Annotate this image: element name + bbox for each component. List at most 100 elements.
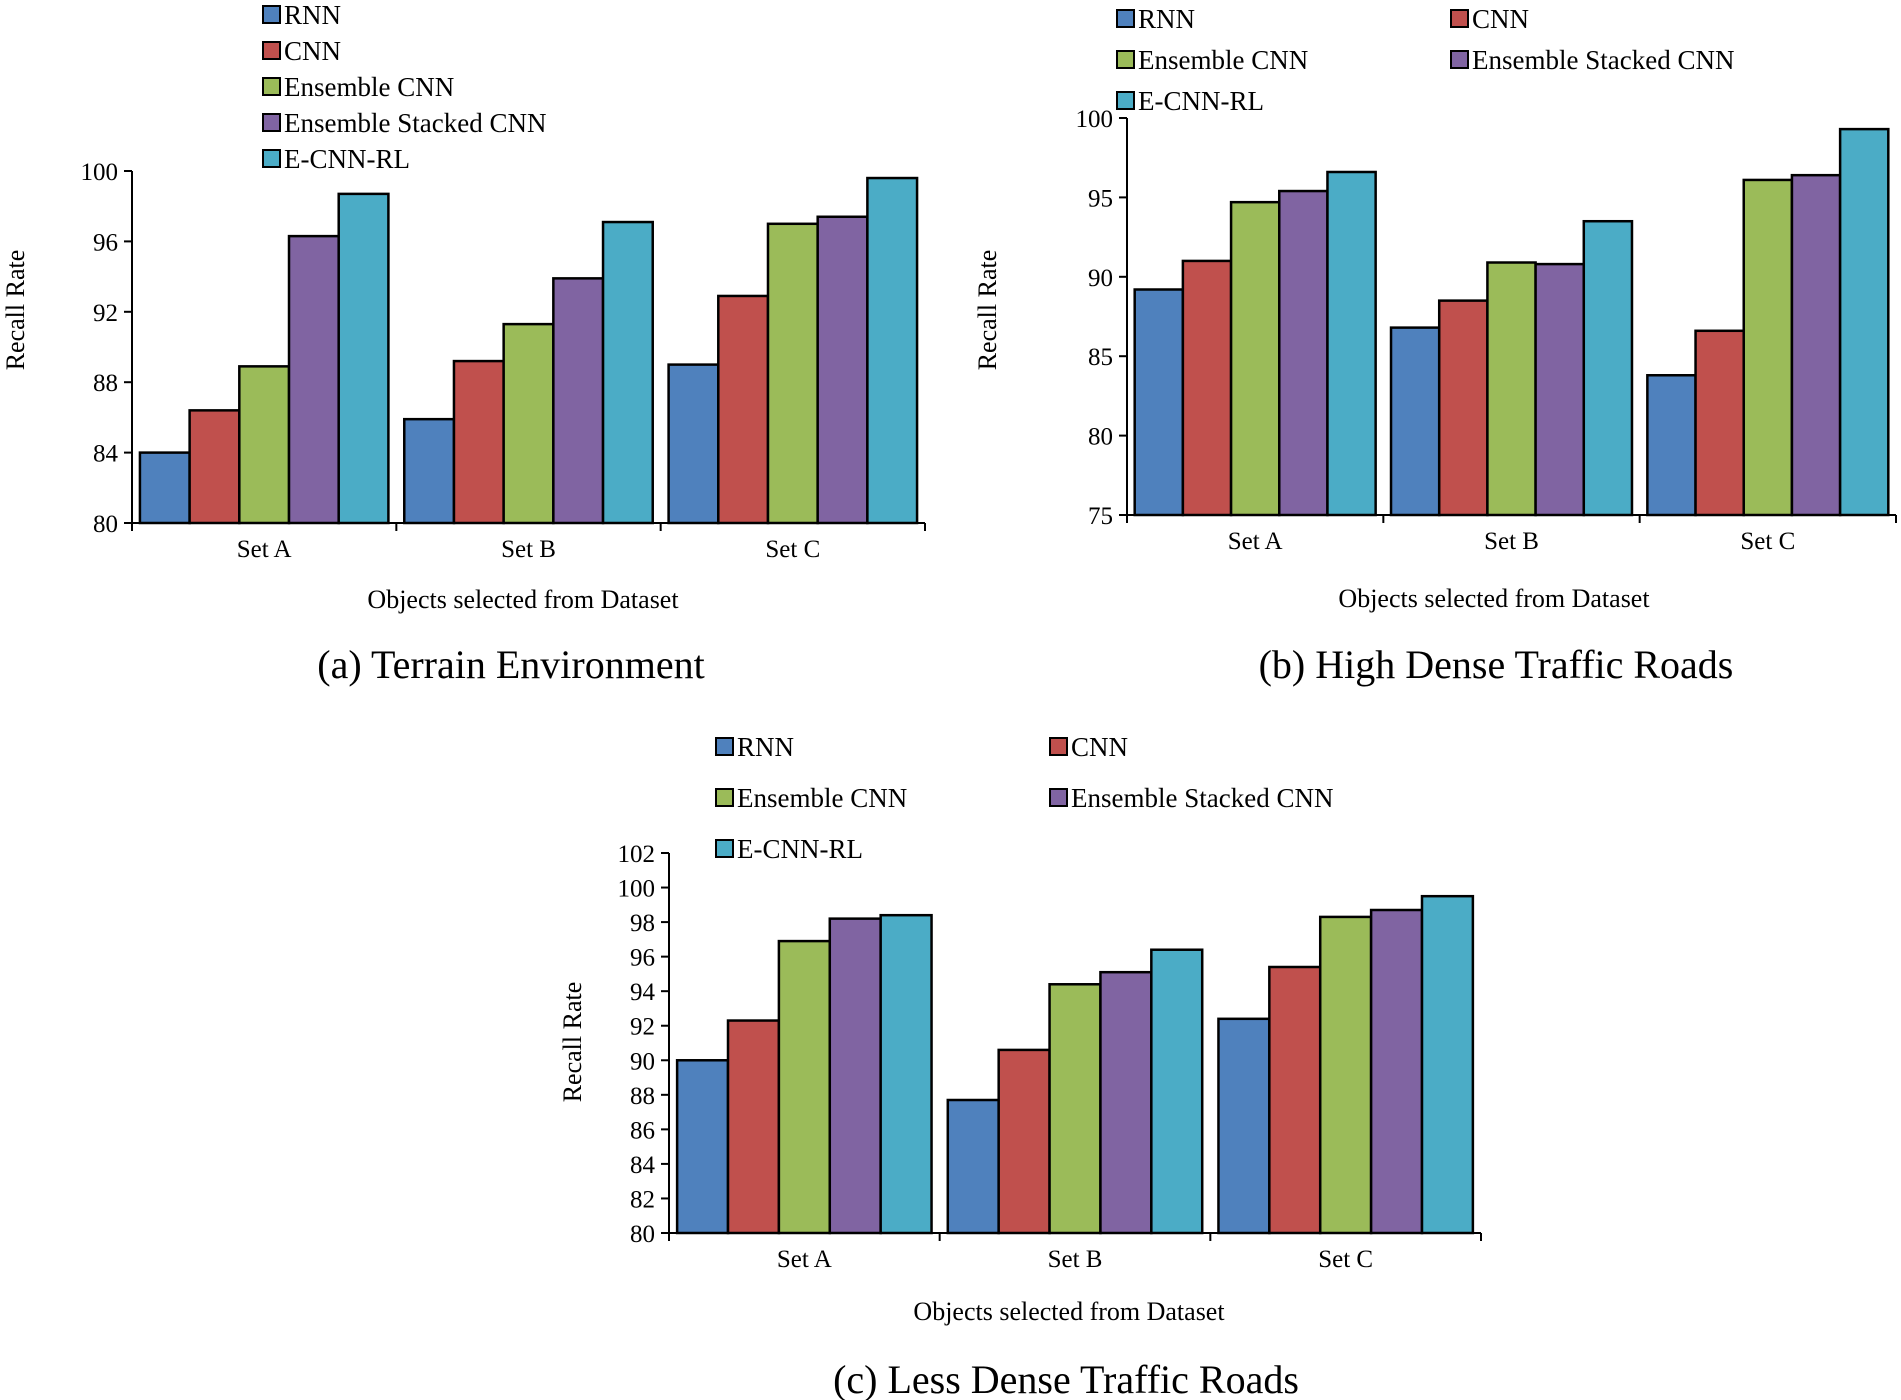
y-tick-label: 90	[1088, 265, 1113, 292]
y-axis-label: Recall Rate	[1, 250, 30, 371]
y-tick-label: 84	[93, 441, 119, 468]
bar-e-cnn-rl-set-c	[1420, 894, 1475, 1235]
y-tick-label: 90	[630, 1048, 655, 1075]
legend-label-cnn: CNN	[1472, 4, 1529, 34]
legend-label-ensemble-cnn: Ensemble CNN	[737, 783, 907, 813]
chart-high-dense-traffic-roads: RNN CNN Ensemble CNN Ensemble Stacked CNN E-…	[973, 4, 1897, 687]
bar-e-cnn-rl-set-b	[1150, 948, 1204, 1235]
bar-rnn-set-b	[946, 1098, 1000, 1235]
bar-cnn-set-a	[726, 1019, 781, 1235]
plot-area: 80 84 88 92 96 100 Set A Set B Set C	[81, 159, 926, 563]
chart-caption: (b) High Dense Traffic Roads	[1259, 642, 1734, 687]
bar-rnn-set-a	[1133, 288, 1185, 517]
y-tick-label: 100	[81, 159, 119, 186]
bar-rnn-set-c	[667, 363, 720, 525]
legend-label-ensemble-cnn: Ensemble CNN	[284, 72, 454, 102]
x-axis-label: Objects selected from Dataset	[1338, 584, 1650, 613]
legend-label-e-cnn-rl: E-CNN-RL	[284, 144, 410, 174]
y-tick-label: 75	[1088, 503, 1113, 530]
y-tick-label: 100	[1076, 106, 1114, 133]
x-tick-label: Set B	[501, 536, 556, 563]
bar-ensemble-stacked-cnn-set-b	[1099, 970, 1153, 1235]
bar-rnn-set-b	[1389, 326, 1441, 517]
bar-ensemble-stacked-cnn-set-c	[1790, 173, 1842, 517]
bar-ensemble-stacked-cnn-set-a	[287, 234, 340, 525]
y-tick-label: 80	[1088, 424, 1113, 451]
x-axis-label: Objects selected from Dataset	[367, 585, 679, 614]
y-tick-label: 100	[618, 876, 656, 903]
y-tick-label: 96	[93, 229, 118, 256]
legend-swatch-e-cnn-rl	[262, 149, 281, 168]
plot-area: 75 80 85 90 95 100 Set A Set B Set C	[1076, 106, 1897, 555]
x-tick-label: Set B	[1484, 528, 1539, 555]
legend-swatch-ensemble-cnn	[262, 77, 281, 96]
legend-swatch-cnn	[262, 41, 281, 60]
x-tick-label: Set C	[1740, 528, 1795, 555]
chart-caption: (c) Less Dense Traffic Roads	[833, 1357, 1299, 1400]
legend-label-cnn: CNN	[1071, 732, 1128, 762]
bar-e-cnn-rl-set-b	[601, 220, 654, 525]
chart-less-dense-traffic-roads: RNN CNN Ensemble CNN Ensemble Stacked CNN E-…	[558, 732, 1482, 1400]
plot-area: 80 82 84 86 88 90 92 94 96 98 100 102 Set A Set B Set …	[618, 841, 1482, 1273]
y-tick-label: 96	[630, 945, 655, 972]
legend-label-e-cnn-rl: E-CNN-RL	[1138, 86, 1264, 116]
bar-ensemble-cnn-set-a	[1229, 200, 1281, 517]
legend-label-rnn: RNN	[737, 732, 794, 762]
x-tick-label: Set A	[237, 536, 292, 563]
x-tick-label: Set B	[1048, 1246, 1103, 1273]
legend-swatch-rnn	[715, 737, 734, 756]
legend: RNN CNN Ensemble CNN Ensemble Stacked CNN E-…	[715, 732, 1333, 864]
bar-ensemble-cnn-set-b	[502, 322, 555, 525]
y-tick-label: 80	[93, 511, 118, 538]
legend-swatch-ensemble-cnn	[715, 788, 734, 807]
y-tick-label: 86	[630, 1117, 655, 1144]
chart-terrain-environment: RNN CNN Ensemble CNN Ensemble Stacked CNN E-…	[1, 0, 926, 687]
y-tick-label: 92	[630, 1014, 655, 1041]
legend-label-rnn: RNN	[284, 0, 341, 30]
legend-label-e-cnn-rl: E-CNN-RL	[737, 834, 863, 864]
legend-label-rnn: RNN	[1138, 4, 1195, 34]
y-tick-label: 85	[1088, 344, 1113, 371]
bar-e-cnn-rl-set-a	[337, 192, 390, 525]
bar-rnn-set-a	[675, 1059, 730, 1235]
legend-label-ensemble-stacked-cnn: Ensemble Stacked CNN	[284, 108, 546, 138]
legend-swatch-rnn	[262, 5, 281, 24]
y-tick-label: 95	[1088, 185, 1113, 212]
legend: RNN CNN Ensemble CNN Ensemble Stacked CNN E-…	[1116, 4, 1734, 116]
y-tick-label: 102	[618, 841, 656, 868]
bar-rnn-set-c	[1217, 1017, 1271, 1235]
legend-label-ensemble-cnn: Ensemble CNN	[1138, 45, 1308, 75]
bar-rnn-set-b	[403, 417, 456, 525]
legend-swatch-ensemble-stacked-cnn	[1450, 50, 1469, 69]
y-tick-label: 80	[630, 1221, 655, 1248]
x-axis-label: Objects selected from Dataset	[913, 1297, 1225, 1326]
x-tick-label: Set C	[765, 536, 820, 563]
legend-swatch-cnn	[1450, 9, 1469, 28]
chart-caption: (a) Terrain Environment	[317, 642, 704, 687]
legend-swatch-ensemble-stacked-cnn	[1049, 788, 1068, 807]
bar-e-cnn-rl-set-a	[1326, 170, 1377, 517]
bar-ensemble-stacked-cnn-set-a	[828, 917, 882, 1235]
y-axis-label: Recall Rate	[973, 250, 1002, 371]
bar-cnn-set-a	[1181, 259, 1233, 517]
bar-e-cnn-rl-set-c	[866, 176, 919, 525]
y-tick-label: 88	[93, 370, 118, 397]
bar-ensemble-stacked-cnn-set-a	[1278, 189, 1329, 517]
legend-swatch-ensemble-cnn	[1116, 50, 1135, 69]
y-tick-label: 84	[630, 1152, 656, 1179]
bar-ensemble-cnn-set-c	[766, 222, 819, 525]
bar-ensemble-stacked-cnn-set-b	[552, 277, 605, 525]
y-axis-label: Recall Rate	[558, 982, 587, 1103]
bar-cnn-set-b	[452, 359, 505, 525]
bar-ensemble-cnn-set-c	[1742, 178, 1794, 517]
bar-cnn-set-a	[188, 409, 241, 525]
y-tick-label: 94	[630, 979, 656, 1006]
bar-ensemble-cnn-set-b	[1048, 983, 1102, 1235]
legend-label-ensemble-stacked-cnn: Ensemble Stacked CNN	[1472, 45, 1734, 75]
x-tick-label: Set A	[1228, 528, 1283, 555]
bar-cnn-set-c	[717, 294, 770, 525]
legend-label-cnn: CNN	[284, 36, 341, 66]
bar-ensemble-cnn-set-a	[238, 365, 291, 525]
bar-ensemble-cnn-set-a	[777, 939, 832, 1235]
